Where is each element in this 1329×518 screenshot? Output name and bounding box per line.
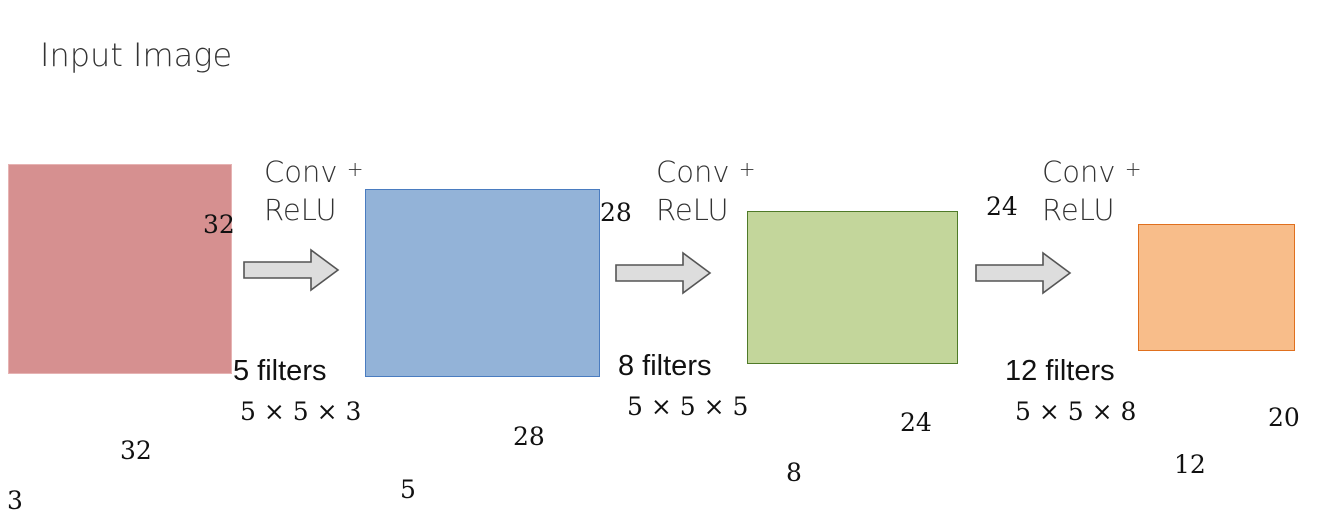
stage3-out-depth-label: 12 — [1174, 450, 1206, 479]
stage3-operation-label: Conv + ReLU — [1042, 150, 1142, 229]
stage2-arrow-icon — [615, 251, 712, 295]
stage3-op-line1: Conv — [1042, 155, 1116, 189]
stage3-out-width-label: 20 — [1268, 403, 1300, 432]
stage1-op-plus: + — [346, 157, 364, 181]
stage1-out-width-label: 28 — [513, 422, 545, 451]
stage1-out-depth-label: 5 — [400, 475, 416, 504]
stage3-filters-label: 12 filters — [1005, 355, 1115, 387]
stage2-op-plus: + — [738, 157, 756, 181]
input-width-label: 32 — [120, 436, 152, 465]
stage3-arrow-icon — [975, 251, 1072, 295]
stage2-operation-label: Conv + ReLU — [656, 150, 756, 229]
stage2-output-volume — [747, 211, 958, 364]
page-title: Input Image — [40, 36, 233, 74]
stage3-op-plus: + — [1124, 157, 1142, 181]
stage2-out-height-label: 24 — [986, 192, 1018, 221]
stage3-op-line2: ReLU — [1042, 193, 1115, 227]
input-depth-label: 3 — [7, 486, 23, 515]
stage2-op-line1: Conv — [656, 155, 730, 189]
input-volume — [8, 164, 232, 374]
stage2-out-width-label: 24 — [900, 408, 932, 437]
stage1-kernel-label: 5 × 5 × 3 — [240, 397, 362, 426]
input-height-label: 32 — [203, 210, 235, 239]
stage3-kernel-label: 5 × 5 × 8 — [1015, 397, 1137, 426]
stage1-filters-label: 5 filters — [233, 355, 327, 387]
stage1-arrow-icon — [243, 248, 340, 292]
stage1-out-height-label: 28 — [600, 198, 632, 227]
stage3-output-volume — [1138, 224, 1295, 351]
stage2-out-depth-label: 8 — [786, 458, 802, 487]
stage1-output-volume — [365, 189, 600, 377]
stage1-op-line2: ReLU — [264, 193, 337, 227]
stage2-kernel-label: 5 × 5 × 5 — [627, 392, 749, 421]
stage2-filters-label: 8 filters — [618, 350, 712, 382]
stage1-operation-label: Conv + ReLU — [264, 150, 364, 229]
stage1-op-line1: Conv — [264, 155, 338, 189]
stage2-op-line2: ReLU — [656, 193, 729, 227]
